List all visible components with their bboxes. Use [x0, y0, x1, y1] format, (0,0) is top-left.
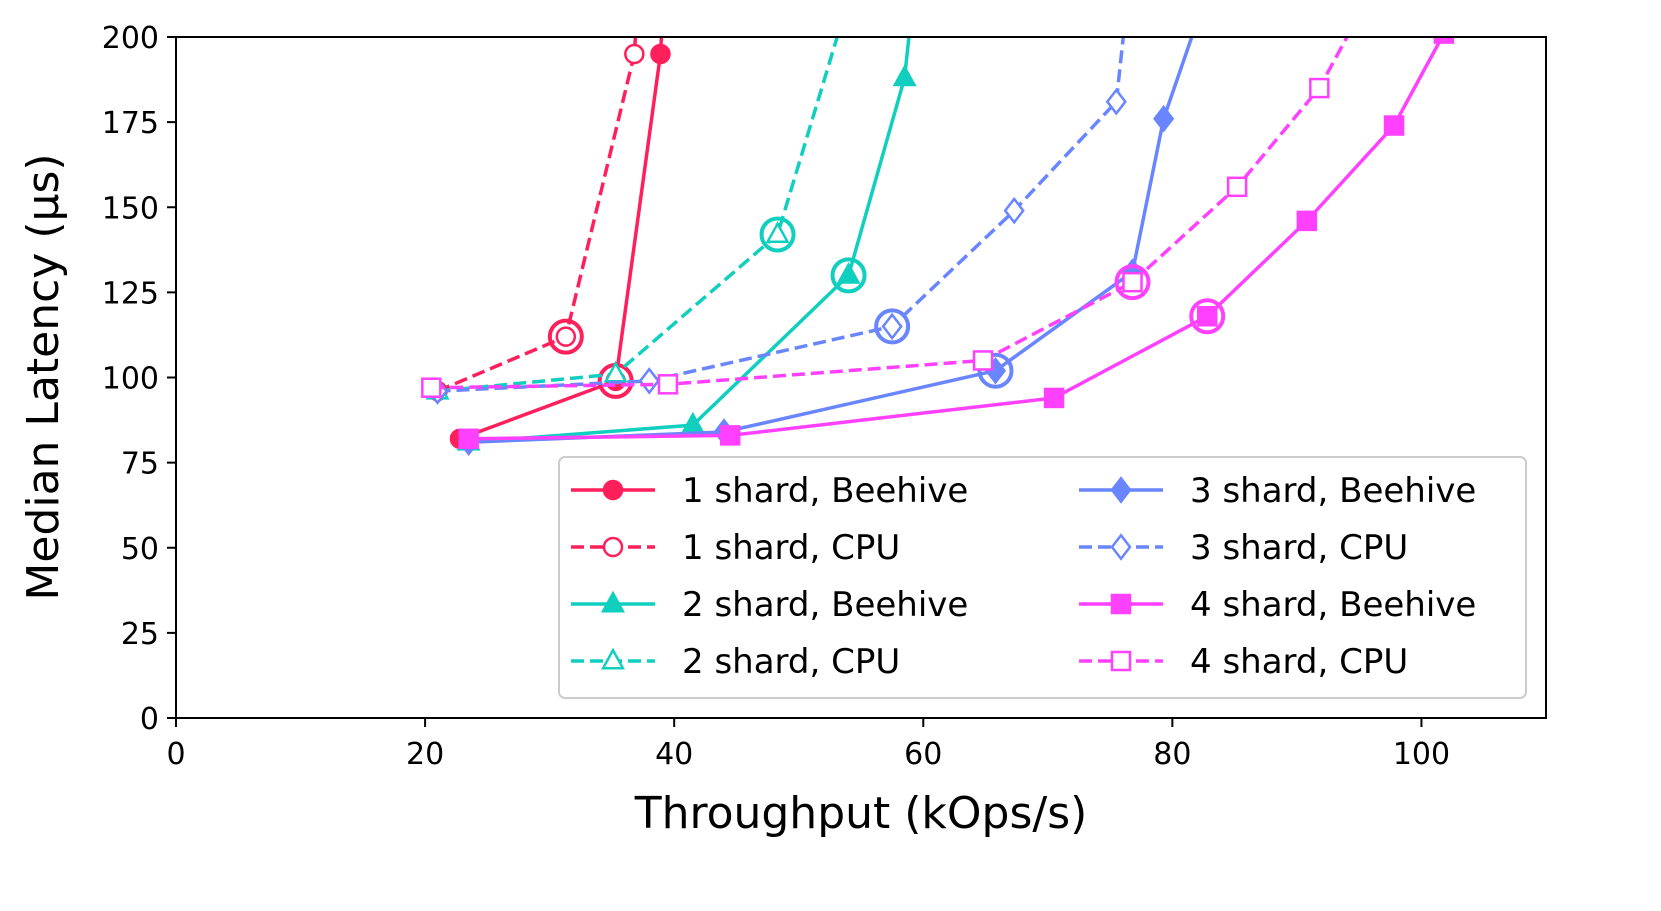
data-point [650, 43, 671, 65]
legend-label: 3 shard, CPU [1190, 528, 1408, 568]
data-point [458, 428, 479, 450]
legend-marker [600, 647, 626, 670]
legend-entry: 3 shard, CPU [1079, 528, 1408, 568]
y-tick-label: 200 [102, 21, 159, 56]
highlight-ring [830, 257, 867, 294]
series-line [436, 37, 638, 393]
data-point [1003, 196, 1025, 225]
legend-label: 1 shard, Beehive [682, 471, 968, 511]
data-point [555, 326, 577, 347]
legend-marker [602, 536, 624, 558]
x-axis-title: Throughput (kOps/s) [634, 788, 1088, 839]
data-point [765, 221, 790, 243]
legend-entry: 1 shard, CPU [571, 528, 900, 568]
legend-marker [1110, 476, 1132, 504]
legend-entry: 4 shard, CPU [1079, 642, 1408, 682]
data-point [1383, 115, 1405, 136]
data-point [1122, 271, 1143, 293]
series-3-shard-cpu [426, 37, 1127, 405]
series-line [437, 37, 1126, 393]
legend-label: 2 shard, Beehive [682, 585, 968, 625]
series-4-shard-beehive [458, 37, 1455, 450]
data-point [1043, 387, 1065, 409]
data-point [892, 64, 917, 87]
legend-marker [600, 590, 626, 613]
data-point [624, 43, 645, 65]
highlight-ring [1189, 298, 1226, 335]
legend-label: 1 shard, CPU [682, 528, 900, 568]
data-point [638, 367, 660, 395]
x-tick-label: 60 [904, 737, 942, 772]
legend-entry: 3 shard, Beehive [1079, 471, 1476, 511]
data-point [1433, 37, 1455, 44]
data-point [657, 374, 679, 395]
series-4-shard-cpu [421, 37, 1349, 398]
y-tick-label: 125 [102, 276, 159, 311]
highlight-ring [1114, 264, 1151, 301]
y-tick-label: 0 [140, 702, 159, 737]
legend-label: 4 shard, CPU [1190, 642, 1408, 682]
series-line [459, 37, 664, 441]
data-point [881, 312, 903, 341]
plot-frame [175, 36, 1547, 719]
legend-entry: 4 shard, Beehive [1079, 585, 1476, 625]
data-point [1226, 176, 1248, 198]
legend-entry: 1 shard, Beehive [571, 471, 968, 511]
y-tick-label: 75 [121, 447, 159, 482]
y-tick-label: 25 [121, 617, 159, 652]
y-tick-label: 175 [102, 106, 159, 141]
x-tick-label: 20 [406, 737, 444, 772]
series-layer [421, 37, 1455, 456]
axis-ticks: 0 20 40 60 80 100 0 25 50 75 100 125 150 175 200 [102, 21, 1450, 772]
legend-label: 2 shard, CPU [682, 642, 900, 682]
data-point [421, 377, 442, 398]
legend-marker [1110, 593, 1132, 615]
legend-marker [1110, 650, 1132, 672]
highlight-ring [547, 318, 584, 355]
series-line [437, 37, 840, 393]
y-tick-label: 150 [102, 191, 159, 226]
legend-label: 4 shard, Beehive [1190, 585, 1476, 625]
data-point [1105, 87, 1127, 116]
data-point [1309, 77, 1330, 99]
data-point [1196, 305, 1218, 327]
x-tick-label: 0 [166, 737, 185, 772]
x-tick-label: 100 [1393, 737, 1450, 772]
highlight-ring [874, 308, 911, 345]
legend-frame [558, 456, 1527, 699]
data-point [719, 425, 741, 446]
y-axis-title: Median Latency (µs) [18, 153, 69, 600]
legend-label: 3 shard, Beehive [1190, 471, 1476, 511]
data-point [1153, 104, 1175, 133]
legend-marker [1110, 533, 1132, 561]
x-tick-label: 80 [1153, 737, 1191, 772]
y-tick-label: 100 [102, 362, 159, 397]
x-tick-label: 40 [655, 737, 693, 772]
legend-entry: 2 shard, Beehive [571, 585, 968, 625]
data-point [1296, 210, 1318, 232]
series-2-shard-beehive [456, 37, 917, 451]
data-point [972, 350, 994, 371]
highlight-ring [759, 216, 796, 253]
legend: 1 shard, Beehive 1 shard, CPU 2 shard, Bee… [558, 456, 1527, 699]
y-tick-label: 50 [121, 532, 159, 567]
legend-entry: 2 shard, CPU [571, 642, 900, 682]
data-point [836, 261, 861, 284]
series-line [468, 37, 1194, 444]
legend-marker [602, 479, 624, 501]
